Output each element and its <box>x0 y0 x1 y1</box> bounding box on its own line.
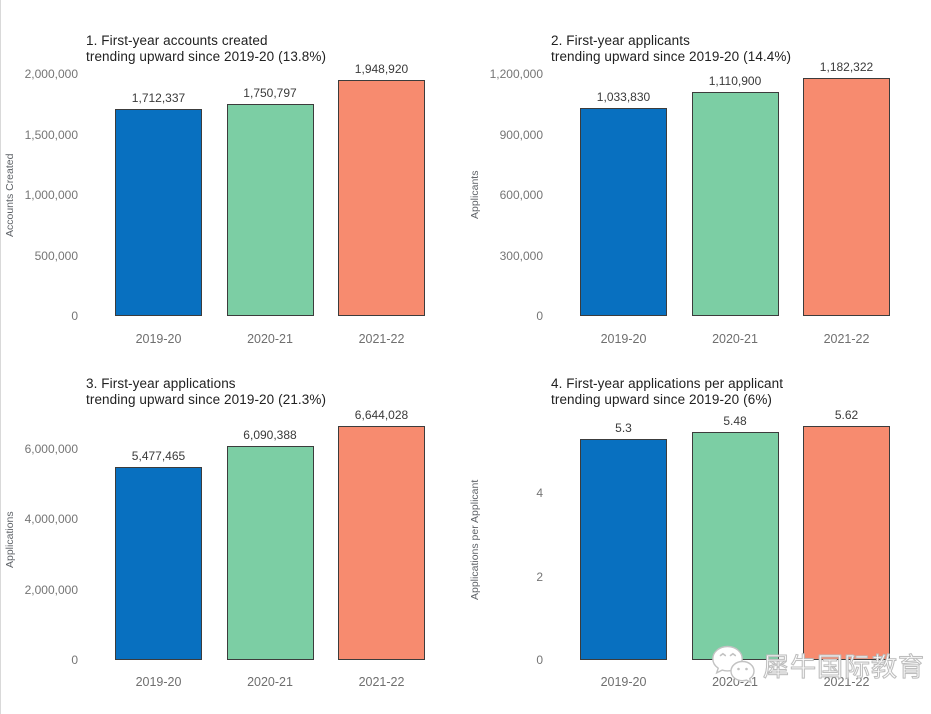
plot-area: 0 2 4 5.3 5.48 5.62 <box>536 408 905 667</box>
watermark: 犀牛国际教育 <box>708 640 925 690</box>
bar-value-label: 1,948,920 <box>354 62 409 77</box>
bar-group-2020-21: 5.48 <box>691 414 779 660</box>
x-axis-labels: 2019-20 2020-21 2021-22 <box>92 675 440 689</box>
bar <box>803 77 890 316</box>
bar-group-2020-21: 1,750,797 <box>226 74 314 316</box>
plot-area: 0 2,000,000 4,000,000 6,000,000 5,477,465 6,0… <box>25 408 440 667</box>
y-tick-label: 2 <box>536 569 543 584</box>
y-tick-label: 6,000,000 <box>24 441 78 456</box>
x-tick-label: 2019-20 <box>135 332 182 346</box>
bars: 5.3 5.48 5.62 <box>557 408 905 660</box>
y-axis-label: Accounts Created <box>4 153 16 237</box>
x-tick-label: 2019-20 <box>135 675 182 689</box>
bars: 5,477,465 6,090,388 6,644,028 <box>92 408 440 660</box>
chart-title: 1. First-year accounts created trending … <box>86 33 326 64</box>
y-tick-label: 0 <box>536 653 543 667</box>
chart-title-line-1: 2. First-year applicants <box>551 33 690 48</box>
y-axis-label: Applications <box>4 511 16 568</box>
bar-group-2019-20: 1,033,830 <box>580 74 667 316</box>
bar <box>580 439 667 660</box>
bar <box>691 431 779 660</box>
bar-group-2021-22: 1,182,322 <box>803 60 890 316</box>
bar-group-2021-22: 5.62 <box>803 408 890 660</box>
chart-title-line-1: 3. First-year applications <box>86 376 236 391</box>
bars: 1,033,830 1,110,900 1,182,322 <box>557 60 905 316</box>
y-tick-label: 4 <box>536 486 543 501</box>
wechat-icon <box>712 645 755 684</box>
bar-value-label: 1,182,322 <box>819 59 874 74</box>
x-tick-label: 2021-22 <box>358 332 405 346</box>
bar <box>226 104 314 316</box>
bar-group-2019-20: 1,712,337 <box>115 74 202 316</box>
chart-first-year-accounts-created: 1. First-year accounts created trending … <box>0 0 465 357</box>
y-tick-label: 2,000,000 <box>24 67 78 81</box>
plot-area: 0 500,000 1,000,000 1,500,000 2,000,000 1,712… <box>25 62 440 323</box>
bar-group-2021-22: 6,644,028 <box>338 408 425 660</box>
y-tick-label: 0 <box>71 653 78 667</box>
y-tick-label: 1,000,000 <box>24 188 78 202</box>
bar-group-2020-21: 6,090,388 <box>226 419 314 660</box>
bar <box>226 445 314 660</box>
x-tick-label: 2019-20 <box>600 332 647 346</box>
x-tick-label: 2020-21 <box>247 332 293 346</box>
x-tick-label: 2021-22 <box>823 675 870 689</box>
bar <box>338 80 425 316</box>
x-axis-labels: 2019-20 2020-21 2021-22 <box>557 332 905 346</box>
chart-title-line-1: 4. First-year applications per applicant <box>551 376 784 391</box>
y-tick-label: 4,000,000 <box>24 512 78 527</box>
chart-first-year-applications: 3. First-year applications trending upwa… <box>0 357 465 714</box>
brand-text: 犀牛国际教育 <box>762 651 926 682</box>
bar-value-label: 1,712,337 <box>131 90 186 105</box>
y-tick-label: 300,000 <box>499 248 543 263</box>
bar-value-label: 6,644,028 <box>354 408 409 423</box>
bar <box>580 107 667 316</box>
bar <box>691 91 779 316</box>
chart-title-line-2: trending upward since 2019-20 (13.8%) <box>86 48 327 64</box>
bars: 1,712,337 1,750,797 1,948,920 <box>92 62 440 316</box>
bar-value-label: 1,110,900 <box>708 73 762 88</box>
y-tick-label: 2,000,000 <box>24 582 78 597</box>
bar-value-label: 5.62 <box>834 407 859 422</box>
bar-value-label: 5.48 <box>723 413 747 428</box>
chart-title-line-2: trending upward since 2019-20 (6%) <box>551 391 773 407</box>
y-tick-label: 600,000 <box>499 188 543 202</box>
y-tick-label: 1,500,000 <box>24 127 78 142</box>
y-tick-label: 1,200,000 <box>489 67 543 81</box>
bar-group-2019-20: 5,477,465 <box>115 419 202 660</box>
bar-value-label: 5.3 <box>615 421 632 436</box>
x-tick-label: 2020-21 <box>247 675 293 689</box>
chart-title-line-2: trending upward since 2019-20 (21.3%) <box>86 391 327 407</box>
chart-title: 3. First-year applications trending upwa… <box>86 376 326 407</box>
bar <box>115 467 202 660</box>
bar-value-label: 5,477,465 <box>131 449 186 464</box>
bar-group-2020-21: 1,110,900 <box>691 73 779 316</box>
chart-title: 2. First-year applicants trending upward… <box>551 33 791 64</box>
x-axis-labels: 2019-20 2020-21 2021-22 <box>92 332 440 346</box>
bar <box>338 426 425 660</box>
y-axis-label: Applications per Applicant <box>469 479 481 600</box>
chart-title-line-1: 1. First-year accounts created <box>86 33 268 48</box>
y-tick-label: 0 <box>71 309 78 323</box>
x-tick-label: 2019-20 <box>600 675 647 689</box>
y-tick-label: 900,000 <box>499 127 543 142</box>
x-tick-label: 2021-22 <box>823 332 870 346</box>
chart-title: 4. First-year applications per applicant… <box>551 376 783 407</box>
y-tick-label: 500,000 <box>34 248 78 263</box>
bar-group-2021-22: 1,948,920 <box>338 62 425 316</box>
bar <box>803 425 890 660</box>
chart-title-line-2: trending upward since 2019-20 (14.4%) <box>551 48 792 64</box>
bar-group-2019-20: 5.3 <box>580 419 667 660</box>
plot-area: 0 300,000 600,000 900,000 1,200,000 1,033,830… <box>490 60 905 323</box>
y-axis-label: Applicants <box>469 170 481 220</box>
x-tick-label: 2021-22 <box>358 675 405 689</box>
x-tick-label: 2020-21 <box>712 332 758 346</box>
y-tick-label: 0 <box>536 309 543 323</box>
bar-value-label: 1,750,797 <box>243 86 297 101</box>
bar-value-label: 6,090,388 <box>243 427 297 442</box>
bar <box>115 108 202 316</box>
chart-applications-per-applicant: 4. First-year applications per applicant… <box>465 357 931 714</box>
bar-value-label: 1,033,830 <box>596 89 651 104</box>
chart-first-year-applicants: 2. First-year applicants trending upward… <box>465 0 931 357</box>
